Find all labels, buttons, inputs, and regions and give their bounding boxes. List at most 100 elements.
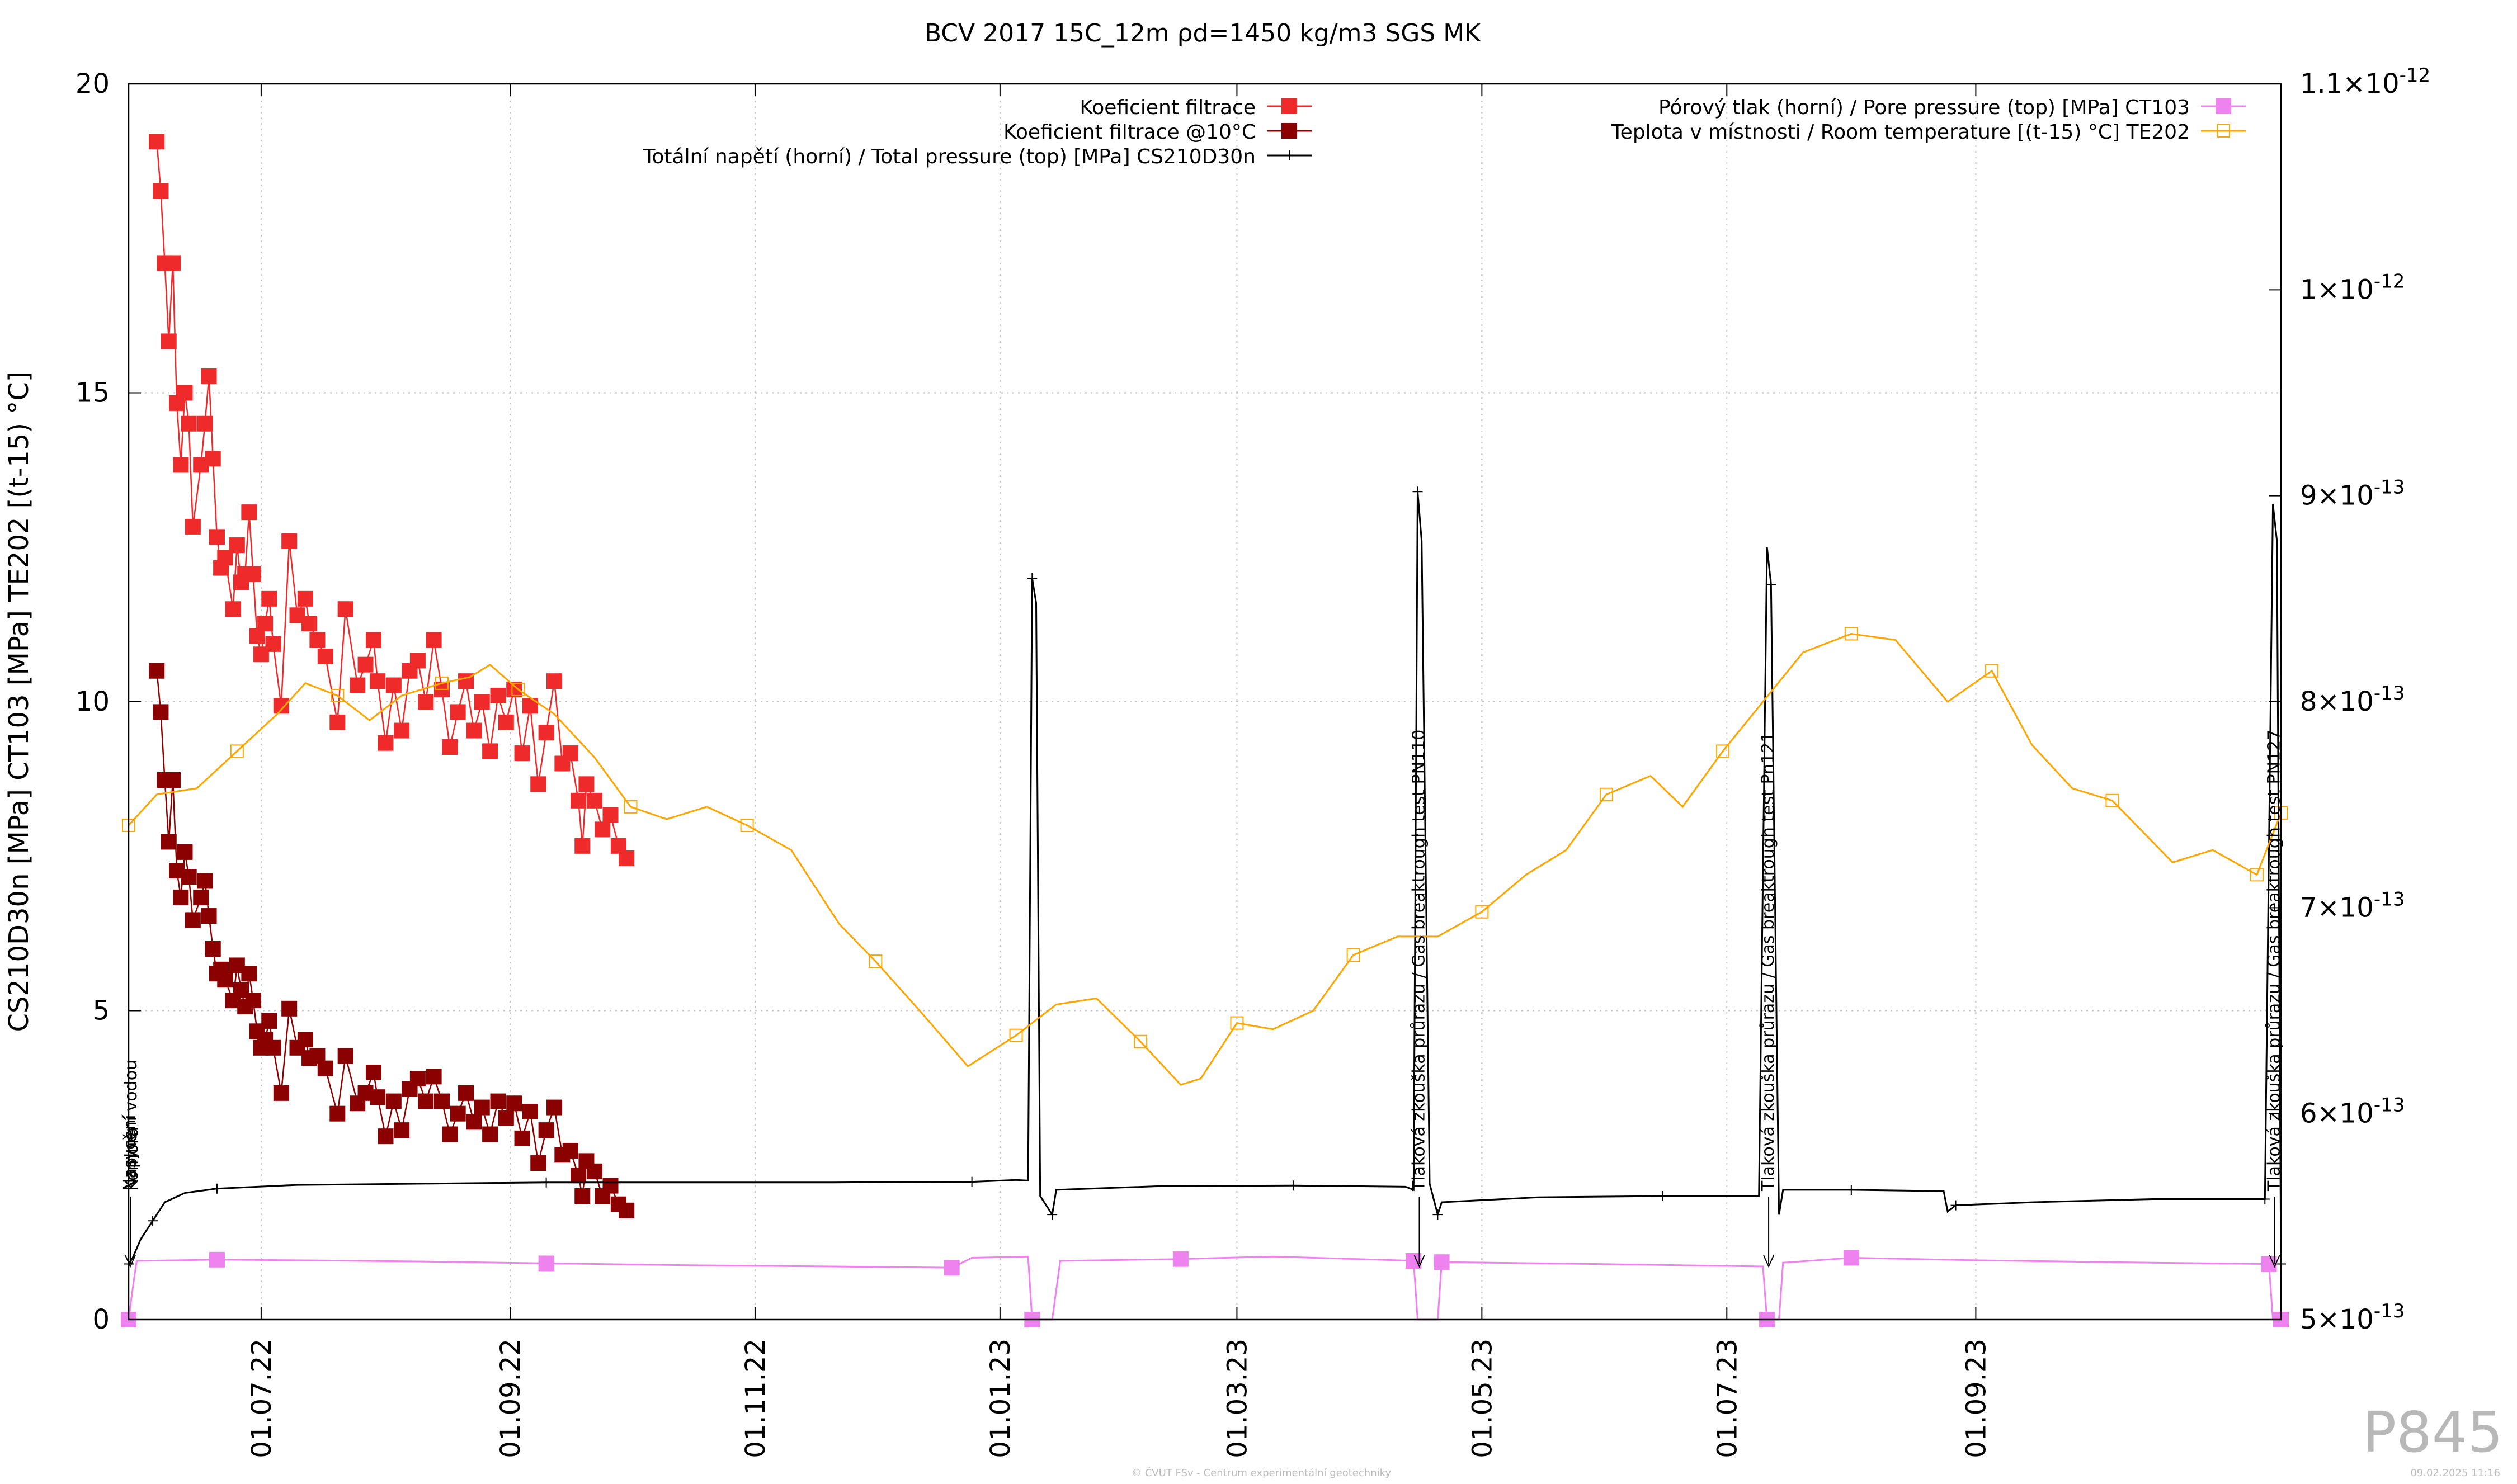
data-point xyxy=(426,1069,442,1085)
data-point xyxy=(149,663,165,679)
data-point xyxy=(546,1099,562,1116)
x-tick-label: 01.07.22 xyxy=(246,1339,277,1458)
data-point xyxy=(173,457,189,473)
x-tick-label: 01.05.23 xyxy=(1467,1339,1498,1458)
data-point xyxy=(586,792,602,809)
data-point xyxy=(385,677,402,693)
data-point xyxy=(574,1188,591,1204)
data-point xyxy=(193,889,209,905)
y-right-tick-label: 1×10-12 xyxy=(2300,270,2405,305)
data-point xyxy=(257,616,274,632)
data-point xyxy=(273,698,289,714)
watermark: P845 xyxy=(2363,1400,2503,1465)
data-point xyxy=(426,632,442,648)
y-left-tick-label: 0 xyxy=(92,1304,110,1335)
data-point xyxy=(197,415,213,432)
data-point xyxy=(309,632,326,648)
y-right-tick-label: 9×10-13 xyxy=(2300,476,2405,512)
data-point xyxy=(530,776,546,792)
data-point xyxy=(370,1089,386,1105)
legend-left-label: Koeficient filtrace @10°C xyxy=(1003,121,1256,144)
x-tick-label: 01.09.23 xyxy=(1960,1339,1992,1458)
data-point xyxy=(619,1202,635,1218)
data-point xyxy=(1434,1254,1450,1270)
data-point xyxy=(574,838,591,854)
data-point xyxy=(2260,1194,2270,1204)
data-point xyxy=(205,451,221,467)
series-line xyxy=(128,632,2282,1086)
data-point xyxy=(433,1093,450,1109)
data-point xyxy=(273,1085,289,1101)
event-label: Komora xyxy=(122,1127,142,1191)
legend-left-swatch-marker xyxy=(1281,123,1297,139)
data-point xyxy=(177,385,193,401)
data-point xyxy=(1716,744,1730,758)
data-point xyxy=(329,714,346,730)
data-point xyxy=(201,908,217,924)
data-point xyxy=(385,1093,402,1109)
data-point xyxy=(1346,948,1360,962)
data-point xyxy=(450,1105,466,1122)
footer-date: 09.02.2025 11:16 xyxy=(2410,1467,2500,1479)
data-point xyxy=(241,504,257,521)
data-point xyxy=(498,714,514,730)
data-point xyxy=(205,941,221,957)
data-point xyxy=(1475,905,1489,919)
data-point xyxy=(562,745,578,762)
data-point xyxy=(869,954,883,968)
data-point xyxy=(418,694,434,710)
event-label: Naplnění vodou xyxy=(121,1060,141,1191)
data-point xyxy=(490,687,506,703)
data-point xyxy=(297,1032,313,1048)
data-point xyxy=(466,722,482,739)
data-point xyxy=(1230,1016,1244,1030)
legend-left-label: Totální napětí (horní) / Total pressure … xyxy=(643,145,1256,168)
legend-left-label: Koeficient filtrace xyxy=(1080,96,1256,119)
data-point xyxy=(217,972,233,988)
data-point xyxy=(1047,1209,1058,1220)
y-right-tick-label: 8×10-13 xyxy=(2300,682,2405,717)
legend-left-swatch-marker xyxy=(1284,150,1294,160)
data-point xyxy=(619,850,635,866)
y-left-tick-label: 10 xyxy=(76,686,110,717)
y-right-tick-label: 6×10-13 xyxy=(2300,1094,2405,1129)
data-point xyxy=(317,1060,333,1076)
data-point xyxy=(394,1122,410,1138)
data-point xyxy=(337,1048,353,1064)
data-point xyxy=(546,673,562,689)
data-point xyxy=(538,1255,554,1272)
data-point xyxy=(1950,1200,1961,1211)
data-point xyxy=(586,1163,602,1179)
data-point xyxy=(1432,1209,1443,1220)
data-point xyxy=(209,529,225,545)
data-point xyxy=(261,1013,277,1029)
data-point xyxy=(185,912,201,928)
data-point xyxy=(418,1093,434,1109)
axes: 0 5 10 15 20 5×10-13 6×10-13 7×10-13 8×10-13 9×10… xyxy=(76,64,2430,1458)
x-tick-label: 01.09.22 xyxy=(495,1339,526,1458)
data-point xyxy=(1846,1184,1856,1195)
data-point xyxy=(265,636,281,652)
data-point xyxy=(541,1177,552,1188)
data-point xyxy=(571,792,587,809)
data-point xyxy=(281,533,298,549)
legend-right-label: Teplota v místnosti / Room temperature [… xyxy=(1611,121,2190,144)
series-total-pressure xyxy=(124,486,2286,1269)
data-point xyxy=(578,776,595,792)
data-point xyxy=(474,694,490,710)
footer-credit: © ČVUT FSv - Centrum experimentální geot… xyxy=(1132,1467,1391,1479)
data-point xyxy=(2105,793,2119,807)
series-permeability xyxy=(149,134,635,866)
data-point xyxy=(241,966,257,982)
data-point xyxy=(201,368,217,385)
data-point xyxy=(474,1099,490,1116)
data-point xyxy=(538,1122,554,1138)
data-point xyxy=(624,800,638,814)
data-point xyxy=(740,819,754,832)
data-point xyxy=(230,744,244,758)
chart-title: BCV 2017 15C_12m ρd=1450 kg/m3 SGS MK xyxy=(925,19,1481,48)
data-point xyxy=(378,1128,394,1145)
y-left-tick-label: 5 xyxy=(92,995,110,1027)
